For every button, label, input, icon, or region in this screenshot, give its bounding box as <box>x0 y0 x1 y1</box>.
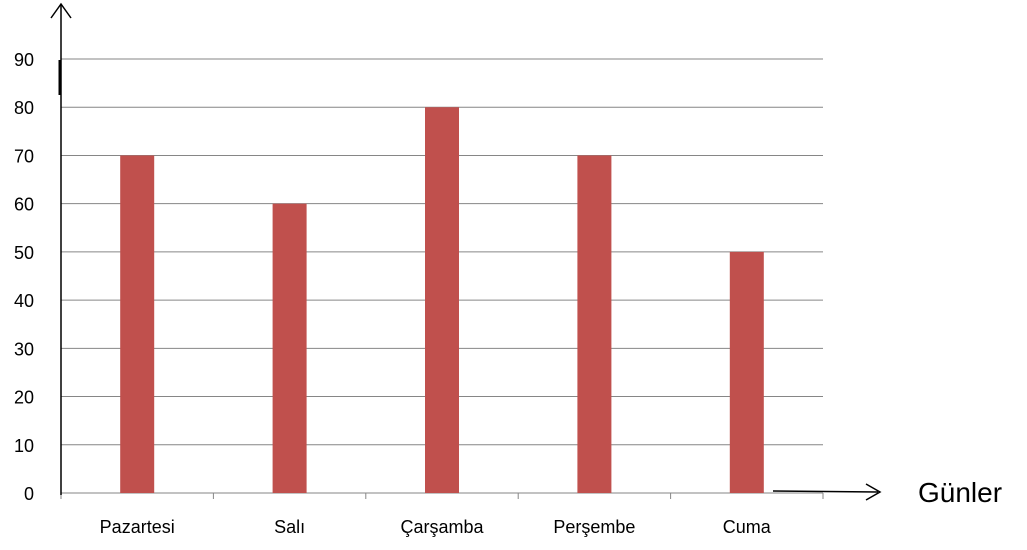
bar <box>120 155 155 493</box>
bar <box>577 155 612 493</box>
x-tick-label: Pazartesi <box>100 517 175 537</box>
y-tick-label: 90 <box>14 50 34 70</box>
x-tick-label: Çarşamba <box>400 517 484 537</box>
y-tick-label: 20 <box>14 388 34 408</box>
y-tick-label: 10 <box>14 436 34 456</box>
x-axis-tick-labels: Pazartesi Salı Çarşamba Perşembe Cuma <box>100 517 772 537</box>
x-axis-ticks <box>60 493 824 499</box>
x-tick-label: Salı <box>274 517 305 537</box>
y-tick-label: 50 <box>14 243 34 263</box>
y-tick-label: 40 <box>14 291 34 311</box>
x-tick-label: Cuma <box>723 517 772 537</box>
y-tick-label: 30 <box>14 339 34 359</box>
bar <box>272 203 307 493</box>
bar <box>729 251 764 493</box>
x-axis-arrowhead <box>865 483 882 501</box>
x-tick-label: Perşembe <box>553 517 635 537</box>
bar <box>425 107 459 493</box>
y-axis-tick-labels: 0 10 20 30 40 50 60 70 80 90 <box>14 50 34 504</box>
x-axis-title: Günler <box>918 477 1002 508</box>
bars <box>120 107 764 493</box>
y-tick-label: 80 <box>14 98 34 118</box>
y-tick-label: 60 <box>14 195 34 215</box>
y-tick-label: 0 <box>24 484 34 504</box>
y-tick-label: 70 <box>14 146 34 166</box>
y-axis-arrowhead <box>50 2 72 19</box>
x-axis-arrow-line <box>772 490 879 493</box>
